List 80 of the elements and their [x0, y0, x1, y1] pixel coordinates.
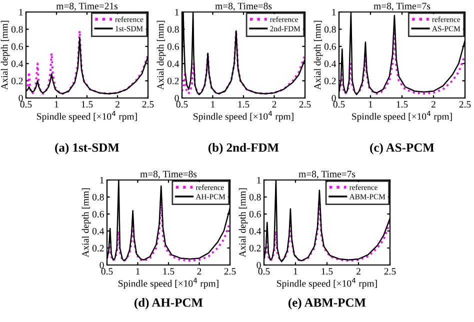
- chart-title: m=8, Time=21s: [56, 2, 118, 11]
- x-tick-label: 1: [211, 101, 215, 108]
- x-tick-label: 1: [54, 101, 58, 108]
- chart-title: m=8, Time=7s: [298, 170, 356, 179]
- x-tick-label: 2: [272, 101, 276, 108]
- x-tick-label: 1.5: [238, 101, 250, 108]
- line-series: [339, 12, 465, 96]
- x-tick-label: 2.5: [459, 101, 471, 108]
- x-tick-label: 1.5: [163, 268, 174, 275]
- x-tick-label: 2.5: [299, 101, 311, 108]
- x-axis-title: Spindle speed [×10$^{4}$ rpm]: [194, 110, 294, 122]
- x-tick-label: 2: [197, 268, 202, 275]
- text: (d) AH-PCM: [134, 298, 203, 310]
- x-tick-label: 1.5: [322, 268, 333, 275]
- x-tick-label: 0.5: [258, 268, 270, 275]
- y-tick-label: 1: [100, 176, 104, 184]
- y-tick-label: 0.2: [167, 78, 179, 84]
- x-tick-label: 0.5: [20, 101, 32, 108]
- y-tick-label: 0: [100, 262, 104, 268]
- text: (a) 1st-SDM: [55, 143, 120, 154]
- y-tick-label: 0.4: [324, 60, 336, 68]
- line-series: [339, 30, 465, 95]
- y-tick-label: 0.8: [249, 194, 261, 201]
- chart-title: m=8, Time=8s: [215, 2, 272, 11]
- line-series: [264, 180, 390, 262]
- y-tick-label: 0.8: [324, 26, 336, 33]
- text: (e) ABM-PCM: [288, 298, 366, 310]
- y-axis-title: Axial depth [mm]: [0, 20, 10, 90]
- y-tick-label: 0.2: [324, 78, 336, 84]
- chart-title: m=8, Time=7s: [374, 2, 430, 11]
- y-tick-label: 0.2: [249, 244, 261, 252]
- y-tick-label: 0.2: [11, 78, 23, 84]
- x-axis-title: Spindle speed [×10$^{4}$ rpm]: [118, 278, 218, 289]
- x-tick-label: 2.5: [142, 101, 154, 108]
- text: (b) 2nd-FDM: [208, 143, 279, 154]
- y-axis-title: Axial depth [mm]: [314, 20, 323, 90]
- x-tick-label: 2: [356, 268, 360, 275]
- y-tick-label: 0.8: [11, 26, 23, 33]
- y-tick-label: 0.6: [167, 43, 179, 50]
- x-axis-title: Spindle speed [×10$^{4}$ rpm]: [37, 110, 137, 122]
- x-tick-label: 0.5: [333, 101, 345, 108]
- y-tick-label: 0.6: [249, 210, 261, 218]
- y-tick-label: 0: [332, 94, 336, 102]
- x-tick-label: 2: [115, 101, 120, 108]
- x-tick-label: 2.5: [224, 268, 236, 275]
- x-tick-label: 2: [431, 101, 436, 108]
- x-tick-label: 1: [136, 268, 140, 275]
- y-tick-label: 0.6: [92, 210, 104, 218]
- y-axis-title: Axial depth [mm]: [238, 188, 248, 258]
- x-tick-label: 1.5: [396, 101, 408, 108]
- y-tick-label: 0.4: [167, 60, 180, 68]
- chart-title: m=8, Time=8s: [140, 170, 197, 179]
- y-tick-label: 0.6: [11, 43, 23, 50]
- y-tick-label: 1: [19, 8, 23, 16]
- y-tick-label: 0.8: [92, 194, 104, 201]
- line-series: [182, 12, 305, 96]
- x-tick-label: 1.5: [82, 101, 93, 108]
- y-axis-title: Axial depth [mm]: [82, 188, 91, 258]
- x-tick-label: 0.5: [176, 101, 188, 108]
- y-tick-label: 0.2: [92, 244, 104, 252]
- y-tick-label: 0.4: [249, 228, 262, 235]
- x-tick-label: 1: [368, 101, 372, 108]
- y-tick-label: 0: [256, 262, 261, 268]
- y-axis-title: Axial depth [mm]: [156, 20, 166, 90]
- x-axis-title: Spindle speed [×10$^{4}$ rpm]: [277, 278, 377, 289]
- y-tick-label: 0: [174, 94, 179, 102]
- x-axis-title: Spindle speed [×10$^{4}$ rpm]: [352, 110, 452, 122]
- y-tick-label: 0.4: [92, 228, 104, 235]
- y-tick-label: 0.6: [324, 43, 336, 50]
- y-tick-label: 0.8: [167, 26, 179, 33]
- x-tick-label: 0.5: [101, 268, 113, 275]
- text: (c) AS-PCM: [370, 143, 434, 154]
- y-tick-label: 1: [257, 176, 261, 184]
- y-tick-label: 0.4: [11, 60, 24, 68]
- y-tick-label: 1: [175, 8, 179, 16]
- x-tick-label: 1: [294, 268, 298, 275]
- y-tick-label: 1: [332, 8, 336, 16]
- x-tick-label: 2.5: [384, 268, 396, 275]
- line-series: [182, 30, 305, 95]
- y-tick-label: 0: [18, 94, 23, 102]
